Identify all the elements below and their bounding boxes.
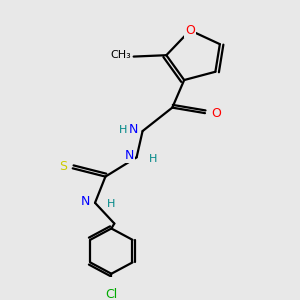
Text: Cl: Cl [105,289,118,300]
Text: N: N [129,123,138,136]
Text: H: H [149,154,157,164]
Text: O: O [185,24,195,37]
Text: N: N [124,149,134,162]
Text: H: H [107,199,116,209]
Text: N: N [81,195,91,208]
Text: S: S [59,160,67,173]
Text: CH₃: CH₃ [110,50,131,60]
Text: O: O [211,106,221,120]
Text: H: H [119,125,128,135]
